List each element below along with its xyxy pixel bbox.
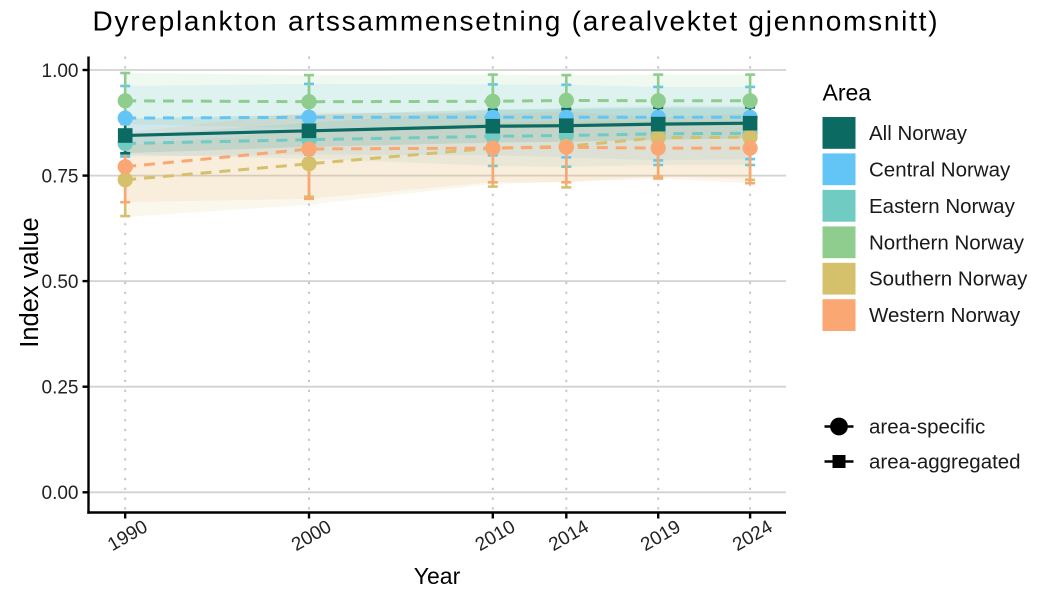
svg-text:Year: Year xyxy=(414,563,461,589)
svg-text:All Norway: All Norway xyxy=(869,122,968,145)
svg-text:1.00: 1.00 xyxy=(42,61,79,82)
svg-text:Dyreplankton artssammensetning: Dyreplankton artssammensetning (arealvek… xyxy=(93,6,940,37)
svg-text:Area: Area xyxy=(823,80,872,106)
svg-text:0.50: 0.50 xyxy=(42,272,79,293)
svg-text:Western Norway: Western Norway xyxy=(869,304,1021,327)
svg-text:area-specific: area-specific xyxy=(869,416,985,439)
svg-text:Southern Norway: Southern Norway xyxy=(869,268,1028,291)
svg-text:0.00: 0.00 xyxy=(42,483,79,504)
svg-text:0.75: 0.75 xyxy=(42,166,79,187)
svg-text:Index value: Index value xyxy=(16,217,44,347)
svg-text:area-aggregated: area-aggregated xyxy=(869,451,1021,474)
svg-text:0.25: 0.25 xyxy=(42,378,79,399)
svg-text:Central Norway: Central Norway xyxy=(869,158,1011,181)
svg-text:Northern Norway: Northern Norway xyxy=(869,231,1025,254)
svg-text:Eastern Norway: Eastern Norway xyxy=(869,195,1016,218)
